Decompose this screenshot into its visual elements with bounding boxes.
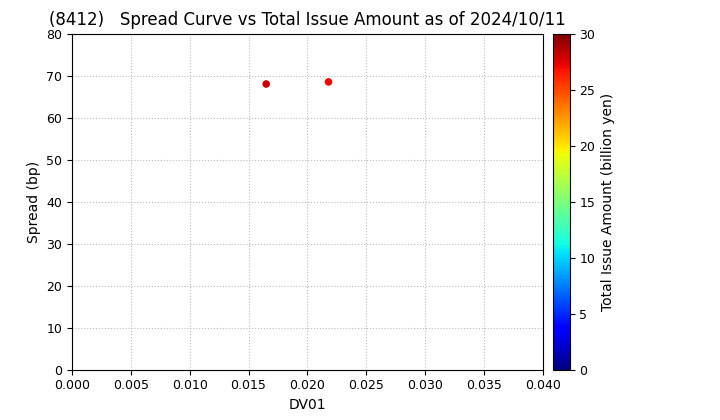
Title: (8412)   Spread Curve vs Total Issue Amount as of 2024/10/11: (8412) Spread Curve vs Total Issue Amoun… <box>49 11 566 29</box>
Y-axis label: Total Issue Amount (billion yen): Total Issue Amount (billion yen) <box>600 92 615 311</box>
Point <box>323 79 334 85</box>
Y-axis label: Spread (bp): Spread (bp) <box>27 160 41 243</box>
Point <box>261 81 272 87</box>
X-axis label: DV01: DV01 <box>289 398 326 412</box>
